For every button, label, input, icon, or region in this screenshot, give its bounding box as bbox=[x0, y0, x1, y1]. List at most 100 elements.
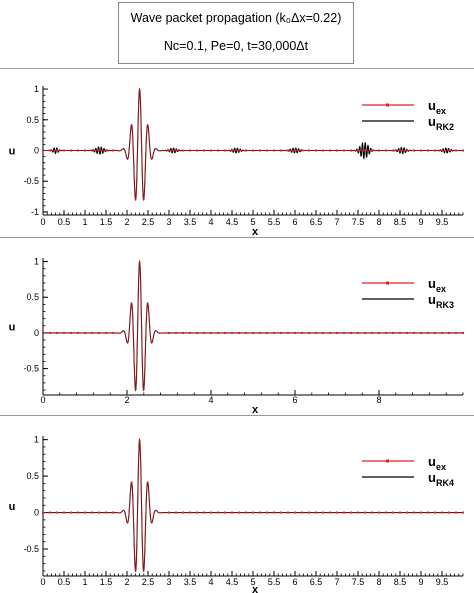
exact-marker bbox=[77, 511, 79, 514]
exact-marker bbox=[238, 331, 240, 334]
y-tick-label: 0.5 bbox=[26, 292, 39, 302]
y-tick-label: 1 bbox=[34, 257, 39, 267]
exact-marker bbox=[434, 149, 436, 152]
exact-marker bbox=[182, 511, 184, 514]
exact-marker bbox=[266, 331, 268, 334]
exact-marker bbox=[399, 331, 401, 334]
legend-label-u_rk4: uRK4 bbox=[428, 470, 454, 488]
exact-marker bbox=[203, 511, 205, 514]
exact-marker bbox=[301, 331, 303, 334]
exact-marker bbox=[168, 511, 170, 514]
x-tick-label: 4.5 bbox=[226, 577, 239, 587]
exact-marker bbox=[420, 511, 422, 514]
x-tick-label: 9.5 bbox=[436, 217, 449, 227]
exact-marker bbox=[336, 331, 338, 334]
x-tick-label: 6 bbox=[292, 395, 297, 405]
exact-marker bbox=[112, 149, 114, 152]
x-tick-label: 3 bbox=[166, 217, 171, 227]
exact-marker bbox=[462, 511, 464, 514]
x-tick-label: 9.5 bbox=[436, 577, 449, 587]
exact-marker bbox=[406, 511, 408, 514]
exact-marker bbox=[273, 149, 275, 152]
exact-marker bbox=[350, 331, 352, 334]
exact-marker bbox=[42, 331, 44, 334]
exact-marker bbox=[189, 331, 191, 334]
x-tick-label: 8.5 bbox=[394, 577, 407, 587]
exact-marker bbox=[210, 331, 212, 334]
exact-marker bbox=[280, 149, 282, 152]
exact-marker bbox=[322, 511, 324, 514]
x-tick-label: 2 bbox=[124, 217, 129, 227]
exact-marker bbox=[259, 331, 261, 334]
x-tick-label: 2.5 bbox=[142, 577, 155, 587]
exact-marker bbox=[378, 511, 380, 514]
exact-marker bbox=[175, 331, 177, 334]
exact-marker bbox=[224, 149, 226, 152]
series-line-numerical bbox=[43, 259, 463, 392]
exact-marker bbox=[371, 511, 373, 514]
x-tick-label: 5 bbox=[250, 217, 255, 227]
exact-marker bbox=[238, 511, 240, 514]
y-tick-label: -0.5 bbox=[23, 176, 39, 186]
exact-marker bbox=[427, 331, 429, 334]
x-tick-label: 4.5 bbox=[226, 217, 239, 227]
exact-marker bbox=[287, 149, 289, 152]
exact-marker bbox=[203, 149, 205, 152]
x-tick-label: 9 bbox=[418, 217, 423, 227]
exact-marker bbox=[301, 149, 303, 152]
x-tick-label: 9 bbox=[418, 577, 423, 587]
exact-marker bbox=[336, 149, 338, 152]
y-tick-label: 1 bbox=[34, 435, 39, 445]
exact-marker bbox=[189, 511, 191, 514]
y-tick-label: -0.5 bbox=[23, 364, 39, 374]
exact-marker bbox=[70, 149, 72, 152]
exact-marker bbox=[70, 511, 72, 514]
exact-marker bbox=[56, 331, 58, 334]
x-tick-label: 1.5 bbox=[100, 577, 113, 587]
exact-marker bbox=[392, 331, 394, 334]
exact-marker bbox=[420, 331, 422, 334]
exact-marker bbox=[224, 331, 226, 334]
exact-marker bbox=[329, 149, 331, 152]
x-tick-label: 4 bbox=[208, 217, 213, 227]
x-tick-label: 8 bbox=[376, 395, 381, 405]
exact-marker bbox=[343, 511, 345, 514]
x-tick-label: 5 bbox=[250, 577, 255, 587]
exact-marker bbox=[63, 149, 65, 152]
exact-marker bbox=[329, 331, 331, 334]
exact-marker bbox=[70, 331, 72, 334]
y-tick-label: -0.5 bbox=[23, 544, 39, 554]
exact-marker bbox=[49, 149, 51, 152]
x-tick-label: 3.5 bbox=[184, 577, 197, 587]
x-axis-label: x bbox=[252, 584, 259, 593]
exact-marker bbox=[392, 149, 394, 152]
exact-marker bbox=[98, 149, 100, 152]
x-tick-label: 0 bbox=[40, 217, 45, 227]
exact-marker bbox=[266, 511, 268, 514]
exact-marker bbox=[350, 511, 352, 514]
x-tick-label: 2 bbox=[124, 395, 129, 405]
x-tick-label: 1.5 bbox=[100, 217, 113, 227]
y-axis-label: u bbox=[9, 146, 16, 158]
x-tick-label: 6 bbox=[292, 577, 297, 587]
legend-label-u_ex: uex bbox=[428, 98, 446, 116]
x-tick-label: 6.5 bbox=[310, 577, 323, 587]
exact-marker bbox=[84, 511, 86, 514]
exact-marker bbox=[280, 511, 282, 514]
y-tick-label: 1 bbox=[34, 84, 39, 94]
y-axis-label: u bbox=[9, 501, 16, 513]
exact-marker bbox=[245, 511, 247, 514]
exact-marker bbox=[329, 511, 331, 514]
exact-marker bbox=[315, 511, 317, 514]
exact-marker bbox=[308, 511, 310, 514]
x-tick-label: 6 bbox=[292, 217, 297, 227]
x-tick-label: 0 bbox=[40, 395, 45, 405]
x-tick-label: 2.5 bbox=[142, 217, 155, 227]
exact-marker bbox=[371, 149, 373, 152]
legend-label-u_rk2: uRK2 bbox=[428, 114, 454, 132]
exact-marker bbox=[357, 149, 359, 152]
series-line-numerical bbox=[43, 437, 463, 573]
exact-marker bbox=[273, 331, 275, 334]
x-tick-label: 5.5 bbox=[268, 577, 281, 587]
x-axis-label: x bbox=[252, 226, 259, 235]
